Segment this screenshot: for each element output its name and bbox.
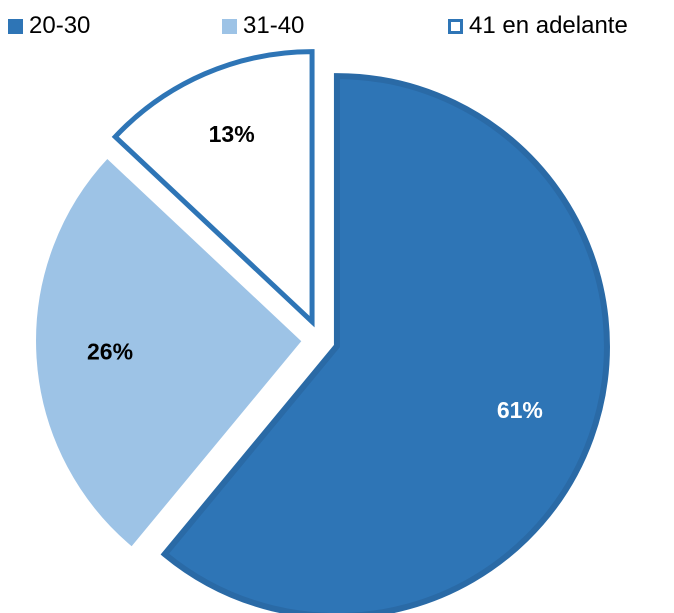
legend-item-20-30: 20-30 — [8, 8, 90, 44]
data-label-31-40: 26% — [87, 338, 133, 364]
legend-label-20-30: 20-30 — [29, 12, 91, 39]
legend-swatch-41-en-adelante — [448, 18, 463, 34]
pie-slice-31-40 — [32, 153, 307, 552]
chart-legend: 20-30 31-40 41 en adelante — [8, 8, 668, 44]
legend-label-41-en-adelante: 41 en adelante — [469, 12, 628, 39]
legend-swatch-20-30 — [8, 18, 23, 34]
pie-slice-20-30 — [160, 73, 610, 613]
legend-item-31-40: 31-40 — [222, 8, 304, 44]
legend-swatch-31-40 — [222, 18, 237, 34]
data-label-20-30: 61% — [497, 397, 543, 423]
pie-slice-41-en-adelante — [111, 49, 315, 328]
data-label-41-en-adelante: 13% — [209, 121, 255, 147]
legend-label-31-40: 31-40 — [243, 12, 305, 39]
legend-item-41-en-adelante: 41 en adelante — [448, 8, 628, 44]
